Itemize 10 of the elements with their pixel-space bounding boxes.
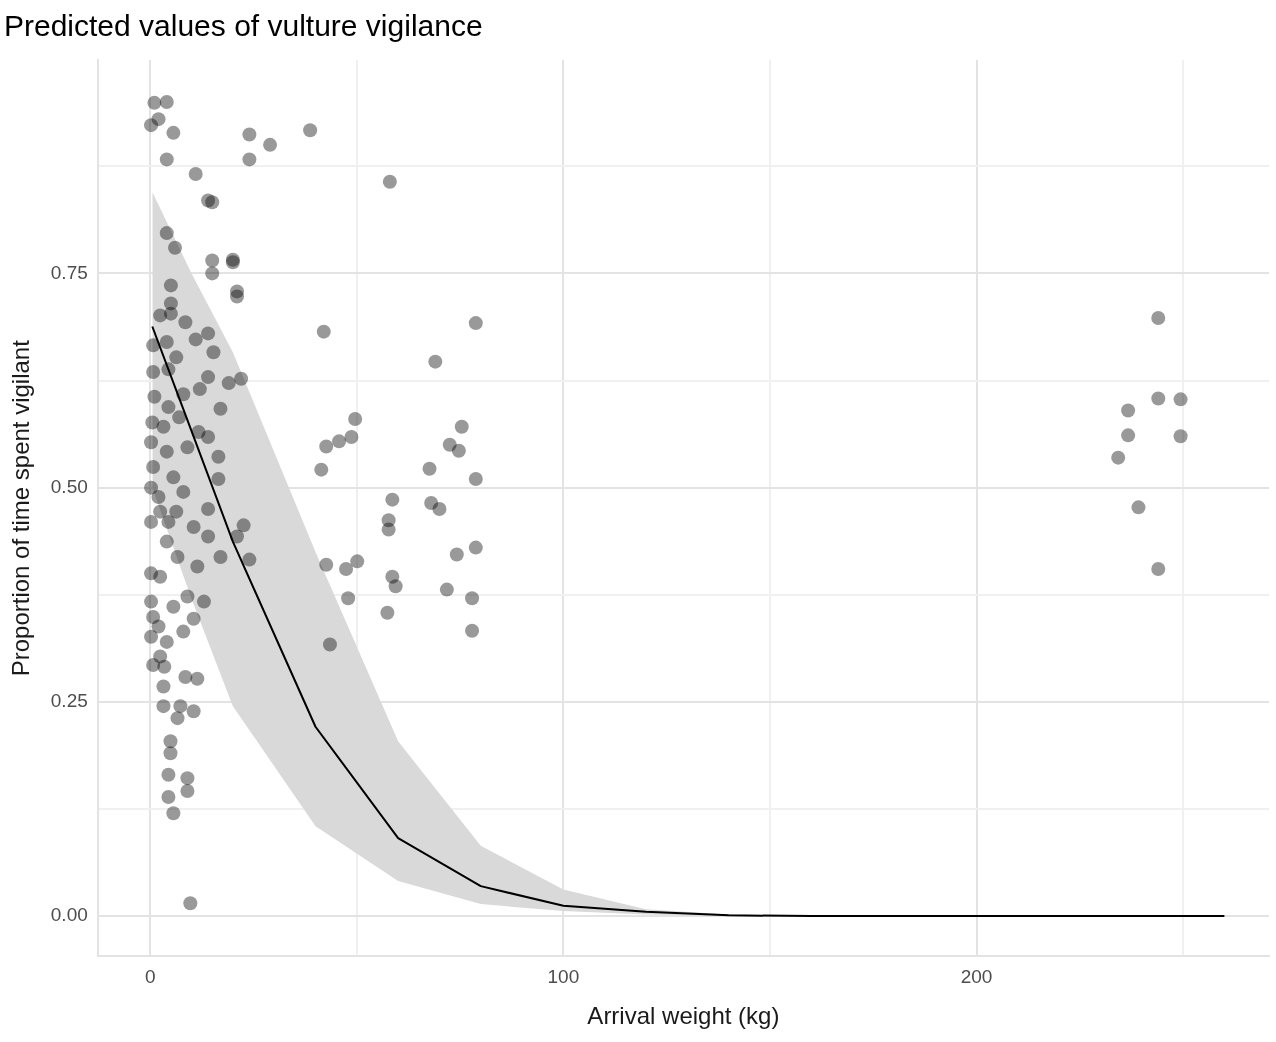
- y-axis-title: Proportion of time spent vigilant: [7, 339, 35, 677]
- x-tick-label: 0: [144, 966, 156, 988]
- x-tick-label: 200: [960, 966, 993, 988]
- y-tick-label: 0.25: [50, 690, 88, 712]
- chart-title: Predicted values of vulture vigilance: [4, 9, 483, 43]
- x-axis-title: Arrival weight (kg): [587, 1002, 780, 1030]
- y-tick-label: 0.00: [50, 904, 88, 926]
- y-tick-label: 0.75: [50, 261, 88, 283]
- y-tick-label: 0.50: [50, 475, 88, 497]
- x-tick-label: 100: [547, 966, 580, 988]
